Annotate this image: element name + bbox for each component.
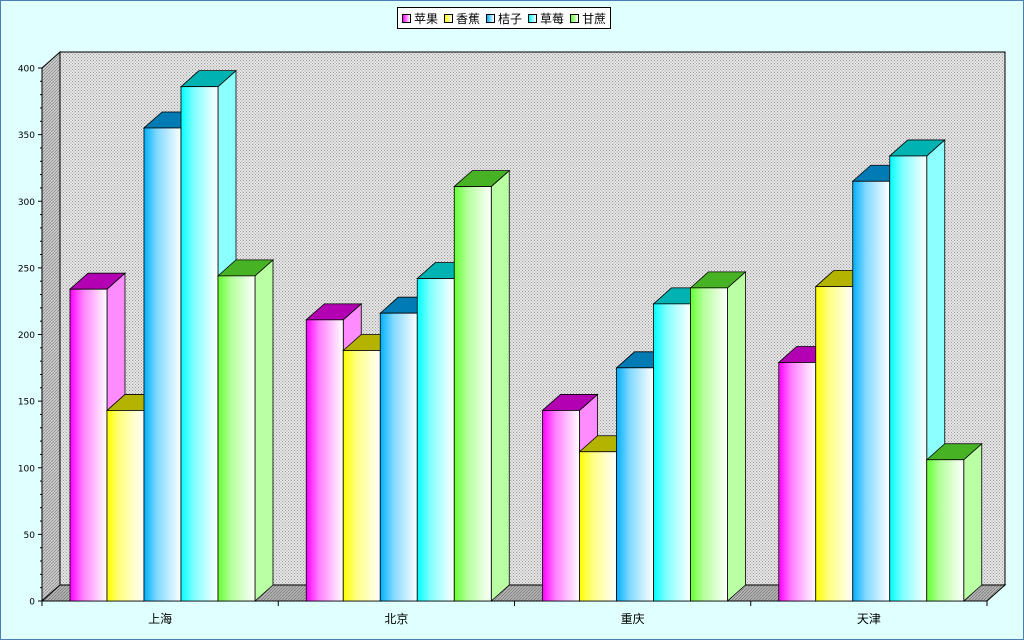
y-tick-label: 200 [18,331,35,341]
legend-item: 甘蔗 [570,10,606,27]
y-tick-label: 350 [18,131,35,141]
y-axis: 0 50 100 150 200 250 300 350 400 [18,65,43,608]
x-tick-label: 重庆 [621,612,645,626]
bar [216,258,275,602]
legend-label: 苹果 [414,11,439,26]
legend-swatch [402,13,411,23]
y-tick-label: 100 [18,464,35,474]
x-tick-label: 北京 [384,612,408,626]
bar [925,442,983,602]
legend-swatch [444,13,454,23]
y-tick-label: 400 [18,65,35,75]
legend-swatch [570,13,580,23]
legend-swatch [486,13,496,23]
legend-item: 桔子 [486,10,522,27]
y-tick-label: 150 [18,398,35,408]
x-axis: 上海 北京 重庆 天津 [41,600,988,626]
y-tick-label: 250 [18,264,35,274]
legend: 苹果 香蕉 桔子 草莓 甘蔗 [397,7,612,29]
legend-label: 桔子 [498,11,523,26]
legend-item: 草莓 [528,10,564,27]
bars [68,69,983,602]
y-tick-label: 0 [29,598,35,608]
y-tick-label: 50 [24,531,36,541]
legend-label: 草莓 [540,11,565,26]
legend-label: 甘蔗 [582,11,607,26]
legend-item: 香蕉 [444,10,480,27]
y-tick-label: 300 [18,198,35,208]
x-tick-label: 上海 [148,611,172,626]
legend-item: 苹果 [402,10,438,27]
legend-label: 香蕉 [456,11,481,26]
bar [453,169,511,602]
legend-swatch [528,13,538,23]
x-tick-label: 天津 [857,612,881,626]
bar [689,270,747,602]
